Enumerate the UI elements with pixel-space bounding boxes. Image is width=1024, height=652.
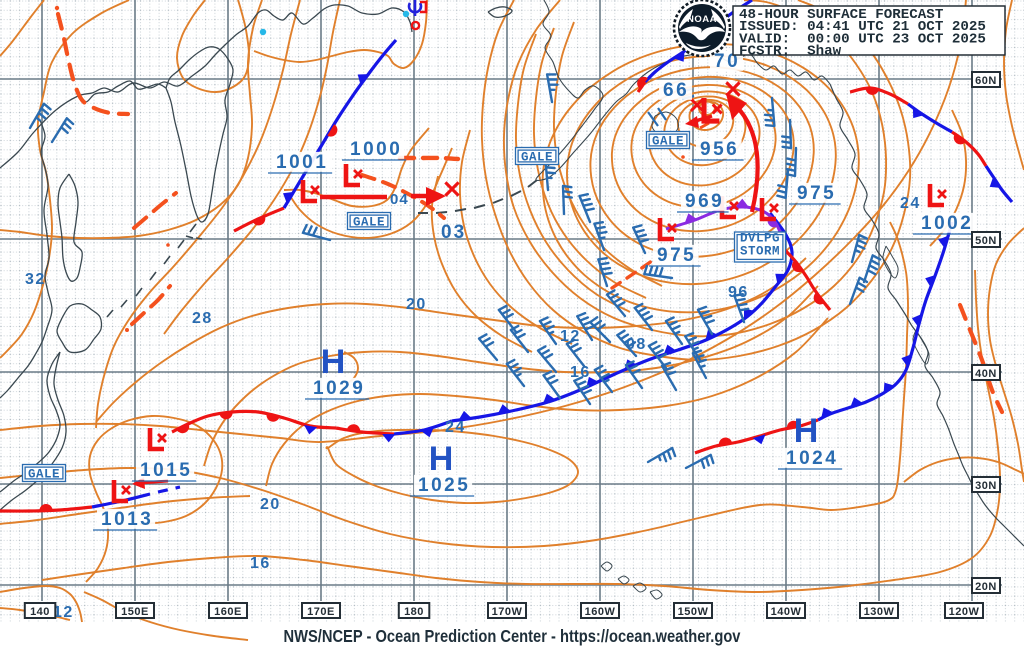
svg-text:1013: 1013 (101, 509, 153, 530)
svg-text:12: 12 (560, 328, 581, 345)
svg-text:20N: 20N (975, 581, 997, 593)
svg-text:H: H (429, 440, 454, 478)
svg-text:H: H (794, 412, 819, 450)
svg-text:30N: 30N (975, 480, 997, 492)
svg-text:1000: 1000 (350, 139, 402, 160)
svg-text:08: 08 (626, 336, 647, 353)
svg-text:160W: 160W (585, 606, 616, 618)
svg-text:28: 28 (192, 310, 213, 327)
svg-text:04: 04 (390, 191, 409, 208)
svg-text:60N: 60N (975, 75, 997, 87)
svg-text:GALE: GALE (353, 216, 385, 230)
svg-text:NWS/NCEP - Ocean Prediction Ce: NWS/NCEP - Ocean Prediction Center - htt… (283, 627, 740, 646)
svg-text:16: 16 (570, 364, 591, 381)
svg-text:150W: 150W (678, 606, 709, 618)
svg-text:24: 24 (445, 419, 466, 436)
svg-text:150E: 150E (121, 606, 149, 618)
svg-text:956: 956 (700, 139, 739, 160)
svg-text:20: 20 (406, 296, 427, 313)
svg-text:1029: 1029 (313, 378, 365, 399)
svg-text:1002: 1002 (921, 213, 973, 234)
svg-text:70: 70 (714, 51, 740, 72)
svg-text:GALE: GALE (521, 151, 553, 165)
svg-text:20: 20 (260, 496, 281, 513)
svg-text:32: 32 (25, 271, 46, 288)
svg-text:50N: 50N (975, 235, 997, 247)
svg-text:170W: 170W (492, 606, 523, 618)
svg-text:40N: 40N (975, 368, 997, 380)
svg-text:975: 975 (657, 245, 696, 266)
svg-text:160E: 160E (214, 606, 242, 618)
svg-text:03: 03 (441, 222, 466, 243)
svg-text:969: 969 (685, 191, 724, 212)
svg-text:120W: 120W (949, 606, 980, 618)
svg-text:12: 12 (53, 604, 74, 621)
svg-text:48-HOUR SURFACE FORECAST: 48-HOUR SURFACE FORECAST (739, 7, 944, 23)
svg-text:140W: 140W (771, 606, 802, 618)
svg-text:1015: 1015 (140, 460, 192, 481)
svg-text:975: 975 (797, 183, 836, 204)
svg-text:96: 96 (728, 284, 749, 301)
svg-text:170E: 170E (307, 606, 335, 618)
svg-text:180: 180 (404, 606, 424, 618)
svg-text:GALE: GALE (652, 135, 684, 149)
svg-text:DVLPG: DVLPG (740, 232, 780, 246)
svg-text:STORM: STORM (740, 245, 780, 259)
svg-text:130W: 130W (864, 606, 895, 618)
svg-text:140: 140 (30, 606, 50, 618)
svg-text:1025: 1025 (418, 475, 470, 496)
svg-text:FCSTR: Shaw: FCSTR: Shaw (739, 44, 842, 60)
svg-text:1001: 1001 (276, 152, 328, 173)
svg-text:ISSUED: 04:41 UTC 21 OCT 2025: ISSUED: 04:41 UTC 21 OCT 2025 (739, 19, 986, 35)
svg-text:24: 24 (900, 195, 921, 212)
svg-text:H: H (321, 343, 346, 381)
svg-text:66: 66 (663, 80, 689, 101)
svg-text:GALE: GALE (28, 468, 60, 482)
svg-text:1024: 1024 (786, 448, 838, 469)
svg-text:16: 16 (250, 555, 271, 572)
svg-text:VALID: 00:00 UTC 23 OCT 2025: VALID: 00:00 UTC 23 OCT 2025 (739, 31, 986, 47)
svg-text:NOAA: NOAA (687, 14, 717, 25)
